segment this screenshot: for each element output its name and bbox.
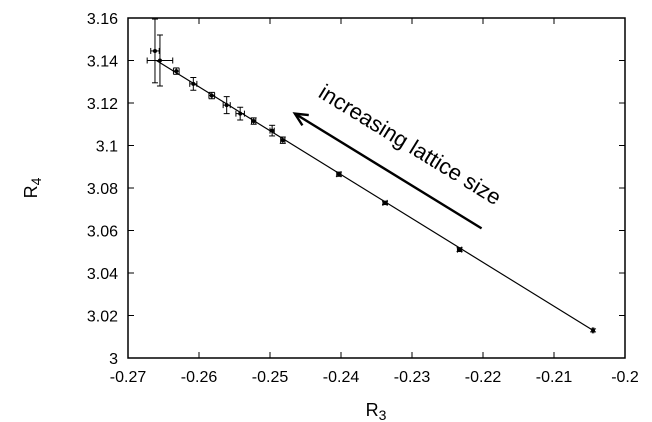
data-point xyxy=(150,18,160,84)
x-tick-label: -0.23 xyxy=(394,369,431,386)
x-tick-label: -0.22 xyxy=(465,369,502,386)
y-tick-label: 3.1 xyxy=(96,139,118,156)
data-point xyxy=(189,77,198,91)
point-marker xyxy=(152,48,157,53)
x-tick-label: -0.26 xyxy=(181,369,218,386)
fit-line-group xyxy=(156,59,594,331)
y-tick-label: 3.08 xyxy=(87,181,118,198)
point-marker xyxy=(280,138,285,143)
data-point xyxy=(250,117,257,125)
point-marker xyxy=(270,128,275,133)
point-marker xyxy=(336,172,341,177)
annotation-arrow-shaft xyxy=(294,112,483,230)
y-tick-label: 3.12 xyxy=(87,96,118,113)
data-point xyxy=(590,327,597,334)
y-tick-label: 3.06 xyxy=(87,224,118,241)
y-tick-label: 3 xyxy=(109,351,118,368)
x-tick-label: -0.25 xyxy=(252,369,289,386)
data-point xyxy=(172,67,180,75)
y-tick-label: 3.14 xyxy=(87,54,118,71)
point-marker xyxy=(191,81,196,86)
y-axis-ticks: 3 3.02 3.04 3.06 3.08 3.1 3.12 3.14 3.16 xyxy=(87,11,625,368)
y-tick-label: 3.04 xyxy=(87,266,118,283)
x-tick-label: -0.2 xyxy=(611,369,639,386)
annotation-arrowhead xyxy=(292,112,309,127)
data-point xyxy=(235,106,245,121)
data-point xyxy=(456,246,463,253)
point-marker xyxy=(251,119,256,124)
point-marker xyxy=(383,200,388,205)
x-tick-label: -0.24 xyxy=(323,369,360,386)
point-marker xyxy=(157,58,162,63)
data-point xyxy=(222,96,231,115)
plot-frame xyxy=(127,17,626,359)
data-point xyxy=(335,171,342,178)
fit-line xyxy=(156,59,594,331)
point-marker xyxy=(174,69,179,74)
point-marker xyxy=(238,111,243,116)
data-point xyxy=(208,91,216,100)
y-tick-label: 3.02 xyxy=(87,309,118,326)
point-marker xyxy=(224,103,229,108)
x-tick-label: -0.21 xyxy=(536,369,573,386)
point-marker xyxy=(591,328,596,333)
data-point xyxy=(146,34,174,87)
point-marker xyxy=(209,93,214,98)
x-axis-title: R3 xyxy=(366,400,387,422)
data-point xyxy=(382,199,389,206)
data-points xyxy=(146,18,597,334)
y-tick-label: 3.16 xyxy=(87,11,118,28)
x-axis-ticks: -0.27 -0.26 -0.25 -0.24 -0.23 -0.22 -0.21 -0.2 xyxy=(110,18,639,386)
y-axis-title: R4 xyxy=(21,177,44,198)
point-marker xyxy=(457,247,462,252)
annotation-group: increasing lattice size xyxy=(292,79,506,230)
data-point xyxy=(269,124,276,137)
data-point xyxy=(279,136,286,144)
x-tick-label: -0.27 xyxy=(110,369,147,386)
